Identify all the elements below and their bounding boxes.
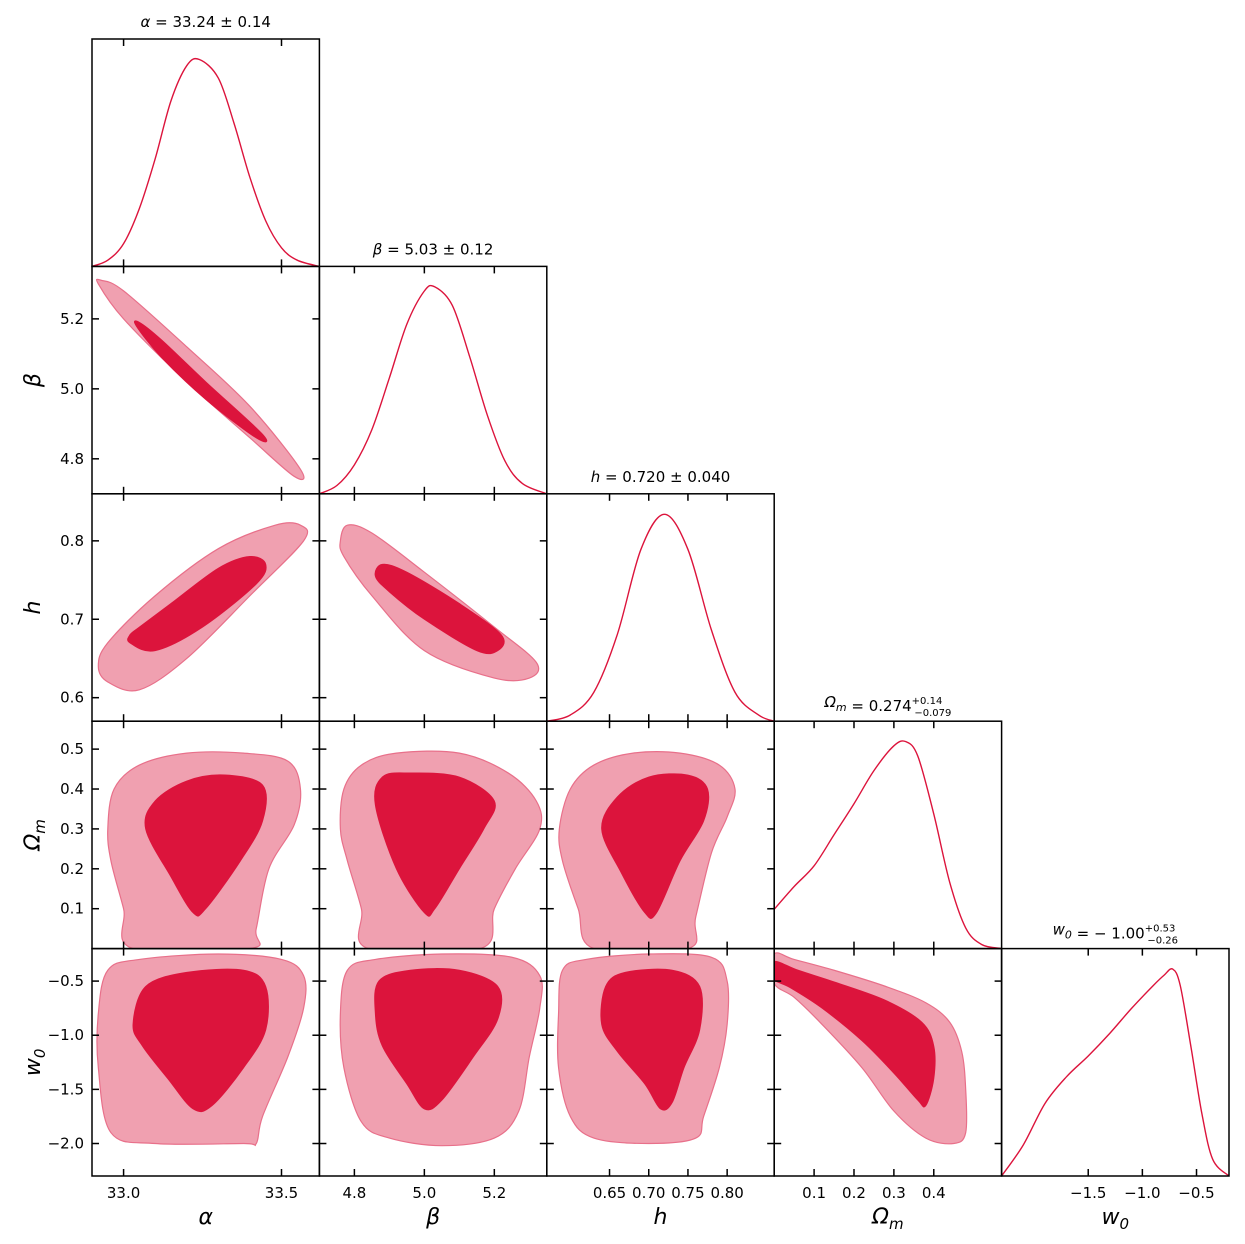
marginal-curve — [92, 57, 320, 267]
x-tick-label: 33.0 — [107, 1184, 140, 1202]
y-tick-label: 0.2 — [60, 860, 84, 878]
marginal-curve — [774, 740, 1002, 949]
x-tick-label: 0.1 — [802, 1184, 826, 1202]
marginal-curve — [546, 513, 775, 722]
y-tick-label: −1.0 — [48, 1026, 84, 1044]
panel-frame — [546, 493, 775, 722]
contour-panel-omega_m-w0 — [774, 952, 968, 1145]
title-alpha: α = 33.24 ± 0.14 — [140, 13, 270, 31]
contour-68 — [144, 774, 267, 917]
y-tick-label: −0.5 — [48, 972, 84, 990]
panels-layer — [92, 57, 1229, 1176]
contour-panel-h-w0 — [556, 953, 730, 1145]
contour-68 — [374, 968, 503, 1111]
y-axis-label-omega_m: Ωm — [21, 819, 49, 851]
y-tick-label: 0.6 — [60, 689, 84, 707]
y-tick-label: 0.5 — [60, 740, 84, 758]
contour-panel-h-omega_m — [558, 751, 736, 949]
y-axis-label-beta: β — [21, 373, 46, 388]
x-axis-label-alpha: α — [198, 1205, 213, 1230]
x-tick-label: −1.5 — [1070, 1184, 1106, 1202]
contour-68 — [601, 773, 710, 919]
y-tick-label: 5.2 — [60, 310, 84, 328]
titles-layer: α = 33.24 ± 0.14 β = 5.03 ± 0.12 h = 0.720… — [140, 13, 1178, 947]
x-tick-label: −1.0 — [1124, 1184, 1160, 1202]
contour-68 — [132, 968, 269, 1113]
y-tick-label: 4.8 — [60, 450, 84, 468]
y-tick-label: 0.4 — [60, 780, 84, 798]
contour-panel-beta-omega_m — [339, 750, 543, 949]
contour-68 — [133, 320, 268, 443]
y-tick-label: 5.0 — [60, 380, 84, 398]
marginal-omega_m — [774, 740, 1002, 949]
contour-panel-beta-w0 — [339, 953, 543, 1147]
x-tick-label: 0.65 — [593, 1184, 626, 1202]
x-tick-label: 33.5 — [265, 1184, 298, 1202]
y-tick-label: −1.5 — [48, 1080, 84, 1098]
marginal-curve — [1001, 968, 1229, 1176]
title-beta: β = 5.03 ± 0.12 — [372, 240, 494, 258]
contour-68 — [127, 555, 267, 652]
marginal-h — [546, 513, 775, 722]
panel-frame — [318, 265, 548, 495]
contour-panel-alpha-h — [97, 522, 309, 692]
y-tick-label: −2.0 — [48, 1135, 84, 1153]
y-tick-label: 0.1 — [60, 900, 84, 918]
y-axis-label-w0: w0 — [21, 1049, 49, 1077]
axes-layer: 4.8 5.0 5.2 0.6 0.7 0.8 0.1 0.2 0.3 0.4 0.5 33.0 33.… — [21, 38, 1230, 1233]
x-axis-label-omega_m: Ωm — [871, 1205, 903, 1233]
x-axis-label-beta: β — [425, 1205, 440, 1230]
x-tick-label: −0.5 — [1178, 1184, 1214, 1202]
x-tick-label: 0.70 — [632, 1184, 665, 1202]
marginal-curve — [319, 284, 547, 494]
panel-frame — [91, 38, 321, 268]
contour-panel-alpha-beta — [95, 278, 305, 481]
y-tick-label: 0.7 — [60, 610, 84, 628]
y-axis-label-h: h — [21, 601, 46, 615]
contour-68 — [374, 772, 496, 917]
marginal-alpha — [92, 57, 320, 267]
marginal-w0 — [1001, 968, 1229, 1176]
panel-frame — [773, 720, 1003, 950]
x-tick-label: 0.2 — [842, 1184, 866, 1202]
x-tick-label: 5.2 — [482, 1184, 506, 1202]
contour-panel-alpha-omega_m — [107, 751, 302, 949]
panel-frame — [1000, 947, 1230, 1177]
contour-68 — [774, 960, 936, 1108]
contour-68 — [600, 968, 703, 1111]
y-tick-label: 0.8 — [60, 532, 84, 550]
y-tick-label: 0.3 — [60, 820, 84, 838]
contour-68 — [374, 563, 505, 655]
title-h: h = 0.720 ± 0.040 — [591, 468, 731, 486]
x-axis-label-w0: w0 — [1102, 1205, 1130, 1233]
marginal-beta — [319, 284, 547, 494]
title-omega_m: Ωm = 0.274+0.14 −0.079 — [823, 693, 951, 719]
contour-panel-alpha-w0 — [96, 953, 307, 1147]
title-w0: w0 = − 1.00+0.53 −0.26 — [1053, 921, 1178, 947]
x-tick-label: 0.4 — [922, 1184, 946, 1202]
x-tick-label: 0.80 — [710, 1184, 743, 1202]
x-tick-label: 0.75 — [671, 1184, 704, 1202]
x-tick-label: 5.0 — [412, 1184, 436, 1202]
x-tick-label: 4.8 — [342, 1184, 366, 1202]
contour-panel-beta-h — [339, 524, 540, 682]
x-axis-label-h: h — [654, 1205, 668, 1230]
x-tick-label: 0.3 — [882, 1184, 906, 1202]
